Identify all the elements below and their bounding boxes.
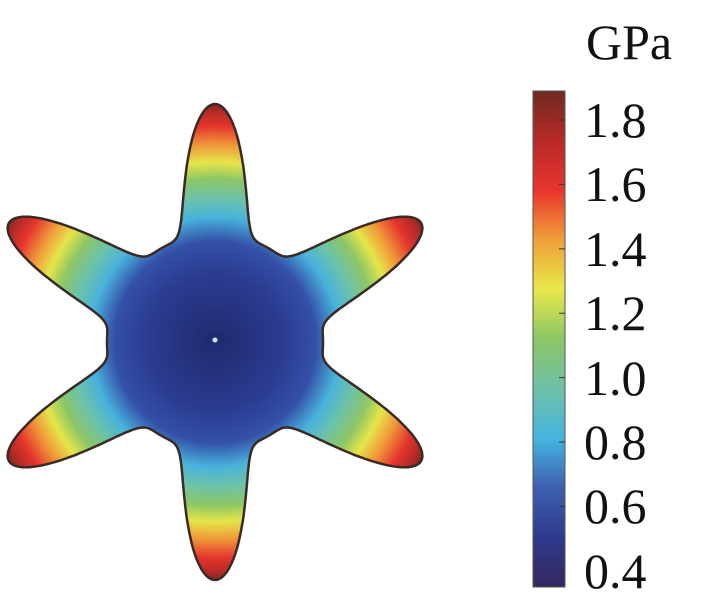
colorbar-tick-label: 0.6 [584,478,647,535]
colorbar-tick-label: 1.2 [584,285,647,342]
colorbar-unit-label: GPa [586,14,673,70]
surface-center-highlight [212,337,218,343]
colorbar-tick-label: 1.0 [584,349,647,406]
colorbar-tick-label: 0.8 [584,414,647,471]
colorbar-tick-label: 0.4 [584,542,647,599]
colorbar [532,90,566,588]
colorbar-tick-label: 1.6 [584,156,647,213]
colorbar-tick-label: 1.4 [584,220,647,277]
colorbar-tick-label: 1.8 [584,91,647,148]
